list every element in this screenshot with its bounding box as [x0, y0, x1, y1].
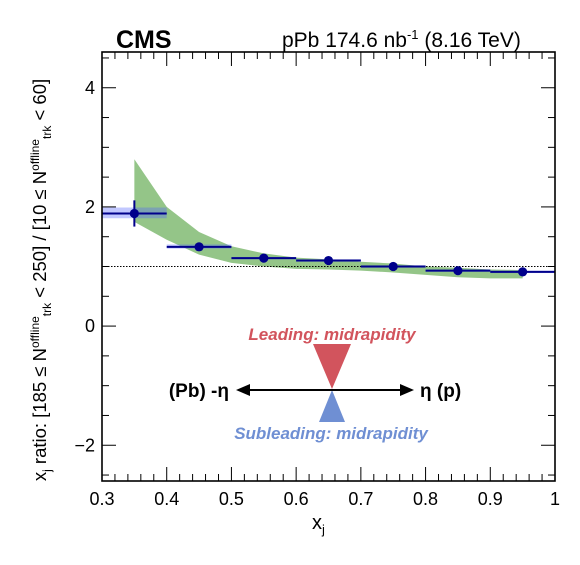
data-point [453, 266, 463, 276]
pb-eta-label: (Pb) -η [169, 381, 229, 402]
x-axis-title: xj [312, 512, 325, 537]
left-arrow-head [236, 384, 250, 396]
experiment-label: CMS [116, 26, 172, 54]
energy-text: (8.16 TeV) [424, 29, 521, 52]
y-title-j: j [39, 469, 54, 472]
y-title-offline1: offline [28, 316, 42, 349]
x-tick-label: 0.6 [284, 489, 309, 509]
x-tick-label: 0.8 [413, 489, 438, 509]
x-tick-label: 0.3 [89, 489, 114, 509]
y-axis-title: xj ratio: [185 ≤ Nofflinetrk < 250] / [1… [28, 60, 58, 500]
x-title-x: x [312, 512, 322, 534]
lumi-exponent: -1 [406, 27, 419, 42]
y-title-offline2: offline [28, 139, 42, 171]
model-band-layer [134, 159, 523, 279]
x-title-j: j [322, 522, 325, 537]
subleading-triangle [319, 390, 345, 422]
data-points-layer [102, 200, 555, 277]
axis-ticks: 0.3 0.4 0.5 0.6 0.7 0.8 0.9 1 −2 0 2 4 [74, 52, 560, 509]
y-tick-label: −2 [74, 435, 95, 455]
subleading-label: Subleading: midrapidity [234, 424, 429, 443]
x-tick-label: 1 [550, 489, 560, 509]
data-point [259, 253, 269, 263]
y-title-part3: < 60] [29, 78, 51, 126]
model-band [134, 159, 523, 279]
y-title-x: x [29, 471, 51, 482]
leading-label: Leading: midrapidity [248, 325, 417, 344]
y-tick-label: 2 [85, 197, 95, 217]
y-title-part1: ratio: [185 ≤ N [29, 348, 51, 470]
x-tick-label: 0.5 [219, 489, 244, 509]
annotation-layer: Leading: midrapidity Subleading: midrapi… [169, 325, 461, 443]
x-tick-label: 0.4 [154, 489, 179, 509]
y-tick-label: 4 [85, 78, 95, 98]
dataset-text: pPb 174.6 nb [282, 29, 407, 52]
y-title-trk2: trk [39, 125, 54, 140]
x-tick-label: 0.9 [478, 489, 503, 509]
right-arrow-head [400, 384, 414, 396]
data-point [388, 261, 398, 272]
data-point [129, 208, 139, 219]
x-tick-label: 0.7 [348, 489, 373, 509]
y-tick-label: 0 [85, 316, 95, 336]
data-point [518, 267, 528, 277]
luminosity-label: pPb 174.6 nb-1 (8.16 TeV) [282, 27, 521, 53]
p-eta-label: η (p) [420, 381, 461, 402]
leading-triangle [313, 344, 351, 389]
data-point [323, 255, 334, 266]
data-point [194, 242, 204, 252]
y-title-trk1: trk [39, 302, 54, 317]
y-title-part2: < 250] / [10 ≤ N [29, 170, 51, 303]
